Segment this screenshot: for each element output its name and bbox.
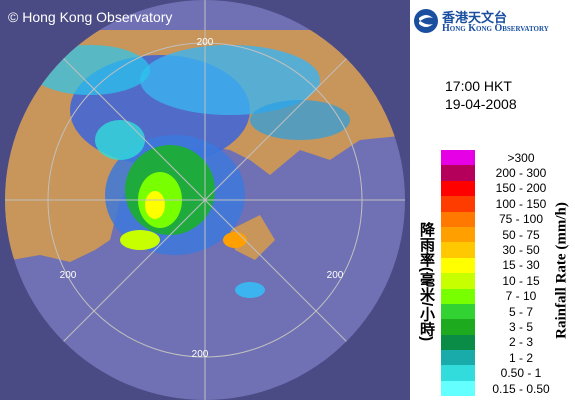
range-label: 200 [192, 349, 209, 360]
legend-swatch [441, 273, 475, 289]
legend-swatch [441, 365, 475, 381]
legend-item: 10 - 15 [441, 273, 567, 289]
legend-swatch [441, 242, 475, 258]
legend-item: 2 - 3 [441, 334, 567, 351]
legend-item: 0.15 - 0.50 [441, 380, 567, 397]
legend: >300 200 - 300 150 - 200 100 - 150 75 - 100 5… [441, 150, 567, 397]
legend-label: 100 - 150 [495, 196, 547, 211]
legend-item: 200 - 300 [441, 165, 567, 181]
legend-swatch [441, 319, 475, 335]
legend-item: 5 - 7 [441, 303, 567, 320]
radar-map: 200 200 200 200 © Hong Kong Observatory [0, 0, 410, 400]
logo-icon [414, 9, 438, 33]
legend-label: 200 - 300 [495, 166, 547, 181]
legend-swatch [441, 380, 475, 397]
legend-item: 3 - 5 [441, 319, 567, 335]
legend-item: >300 [441, 150, 567, 166]
legend-label: 7 - 10 [505, 289, 537, 304]
legend-item: 15 - 30 [441, 257, 567, 274]
legend-item: 30 - 50 [441, 242, 567, 258]
date: 19-04-2008 [445, 96, 517, 112]
copyright: © Hong Kong Observatory [8, 9, 172, 25]
legend-label: 1 - 2 [508, 350, 533, 365]
legend-label: 75 - 100 [498, 212, 544, 227]
legend-label: 2 - 3 [508, 335, 533, 350]
legend-label: 150 - 200 [495, 181, 547, 196]
legend-item: 150 - 200 [441, 180, 567, 197]
legend-item: 0.50 - 1 [441, 365, 567, 381]
legend-label: 10 - 15 [502, 273, 540, 288]
legend-label: >300 [507, 150, 535, 165]
legend-item: 7 - 10 [441, 288, 567, 304]
legend-label: 5 - 7 [508, 304, 533, 319]
logo-chinese: 香港天文台 [442, 10, 508, 25]
legend-swatch [441, 257, 475, 274]
logo-english: Hong Kong Observatory [442, 23, 549, 34]
range-label: 200 [60, 270, 77, 281]
legend-item: 50 - 75 [441, 226, 567, 243]
legend-item: 75 - 100 [441, 211, 567, 227]
legend-swatch [441, 303, 475, 320]
range-label: 200 [197, 37, 214, 48]
legend-label: 15 - 30 [502, 258, 540, 273]
legend-swatch [441, 350, 475, 366]
legend-swatch [441, 180, 475, 197]
legend-label: 3 - 5 [508, 319, 533, 334]
range-label: 200 [327, 270, 344, 281]
legend-item: 1 - 2 [441, 350, 567, 366]
legend-swatch [441, 150, 475, 166]
legend-swatch [441, 165, 475, 181]
legend-swatch [441, 288, 475, 304]
legend-title-chinese: 降雨率(毫米/小時) [418, 222, 435, 342]
legend-label: 30 - 50 [502, 243, 540, 258]
legend-swatch [441, 196, 475, 212]
legend-swatch [441, 226, 475, 243]
legend-label: 50 - 75 [502, 227, 540, 242]
legend-swatch [441, 334, 475, 351]
legend-swatch [441, 211, 475, 227]
legend-label: 0.15 - 0.50 [492, 381, 550, 396]
range-labels: 200 200 200 200 [60, 37, 344, 360]
legend-label: 0.50 - 1 [500, 366, 542, 381]
legend-item: 100 - 150 [441, 196, 567, 212]
time: 17:00 HKT [445, 78, 512, 94]
